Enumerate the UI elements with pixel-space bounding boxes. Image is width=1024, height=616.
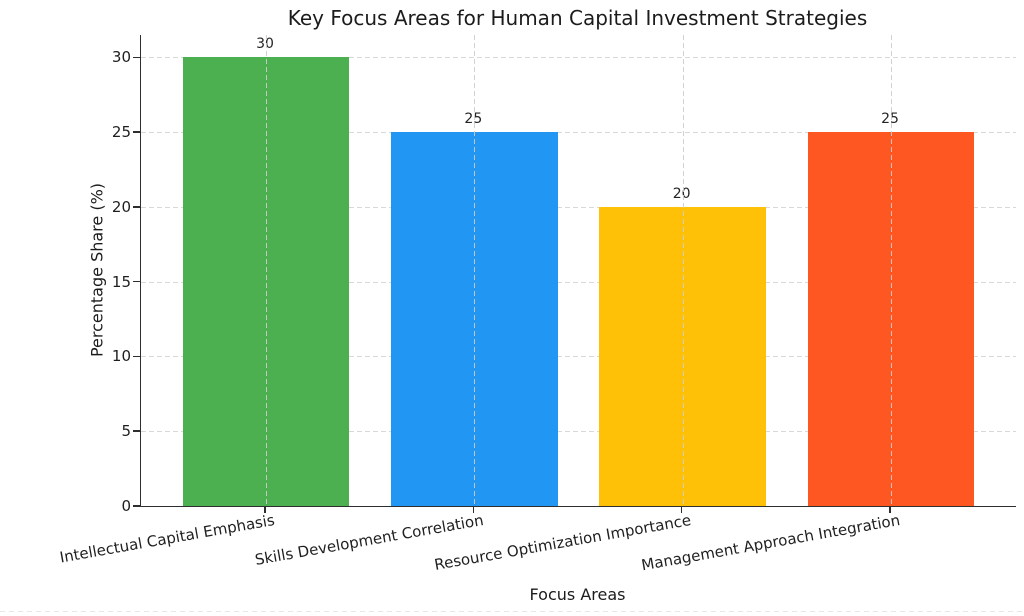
x-tick-label: Intellectual Capital Emphasis bbox=[58, 511, 277, 567]
v-gridline bbox=[474, 35, 476, 506]
bar-value-label: 30 bbox=[256, 36, 274, 53]
h-gridline bbox=[141, 431, 1016, 433]
chart-title: Key Focus Areas for Human Capital Invest… bbox=[287, 6, 868, 30]
x-tick-mark bbox=[264, 506, 266, 513]
x-tick-mark bbox=[472, 506, 475, 513]
y-tick-mark bbox=[133, 280, 140, 283]
v-gridline bbox=[682, 35, 684, 506]
y-tick-label: 10 bbox=[111, 347, 131, 366]
x-tick-mark bbox=[680, 506, 683, 513]
bar-value-label: 25 bbox=[464, 111, 483, 128]
y-tick-label: 0 bbox=[121, 497, 131, 515]
bar-value-label: 25 bbox=[881, 111, 899, 128]
h-gridline bbox=[141, 57, 1016, 59]
y-tick-mark bbox=[133, 56, 140, 59]
y-tick-label: 15 bbox=[111, 272, 131, 291]
y-tick-mark bbox=[133, 131, 140, 133]
y-tick-label: 25 bbox=[111, 123, 131, 142]
y-tick-label: 30 bbox=[111, 48, 131, 67]
x-tick-mark bbox=[889, 506, 891, 513]
x-axis-title: Focus Areas bbox=[529, 585, 626, 604]
h-gridline bbox=[141, 281, 1016, 283]
h-gridline bbox=[141, 132, 1016, 134]
y-tick-mark bbox=[133, 430, 140, 432]
v-gridline bbox=[266, 35, 267, 506]
bar-value-label: 20 bbox=[672, 185, 691, 202]
v-gridline bbox=[891, 35, 892, 506]
h-gridline bbox=[141, 356, 1016, 358]
bottom-edge-artifact bbox=[0, 611, 1024, 612]
y-tick-label: 5 bbox=[121, 422, 131, 441]
bar bbox=[807, 132, 975, 506]
y-tick-mark bbox=[133, 355, 140, 358]
plot-area bbox=[140, 35, 1016, 507]
h-gridline bbox=[141, 206, 1016, 208]
bar bbox=[182, 57, 350, 506]
y-tick-mark bbox=[133, 206, 140, 208]
y-tick-mark bbox=[133, 505, 140, 507]
y-tick-label: 20 bbox=[111, 197, 131, 216]
